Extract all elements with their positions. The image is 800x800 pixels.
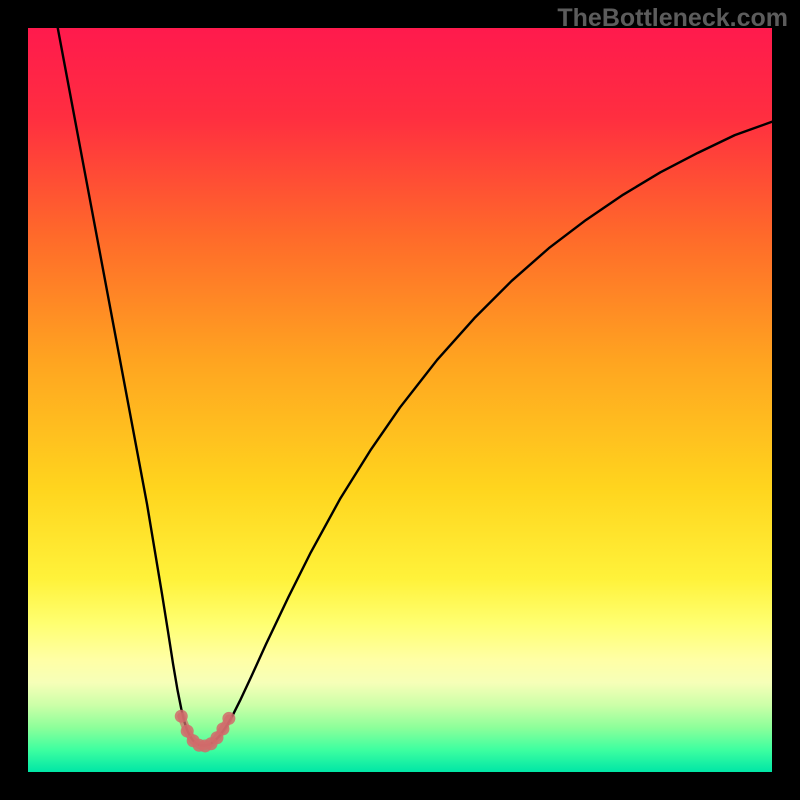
watermark-text: TheBottleneck.com xyxy=(557,4,788,33)
curve-layer xyxy=(28,28,772,772)
plot-area xyxy=(28,28,772,772)
marker-group xyxy=(175,710,236,753)
bottleneck-curve xyxy=(58,28,772,746)
marker-dot xyxy=(222,712,235,725)
marker-dot xyxy=(175,710,188,723)
